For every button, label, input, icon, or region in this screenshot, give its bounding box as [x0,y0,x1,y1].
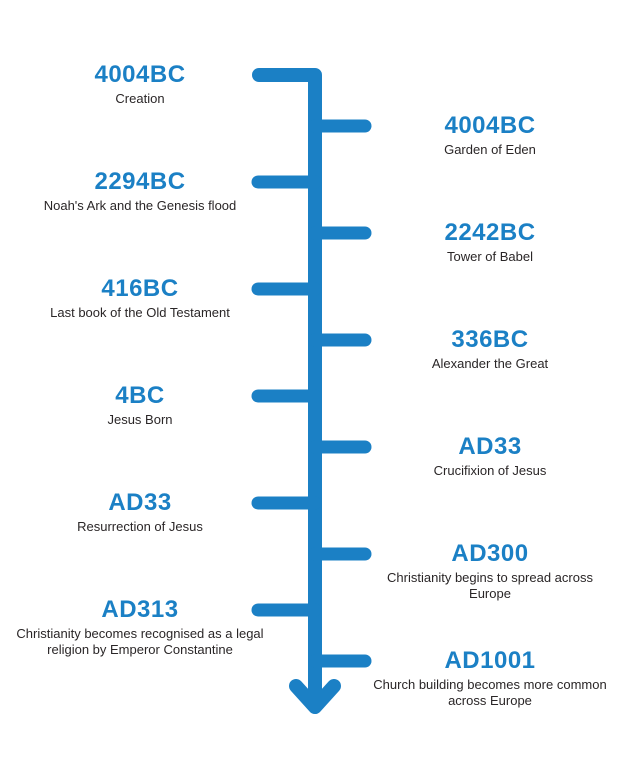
timeline-event: AD313 Christianity becomes recognised as… [15,597,265,658]
event-label: Jesus Born [107,412,173,427]
event-year: 4BC [115,382,165,409]
timeline-event: 416BC Last book of the Old Testament [15,276,265,321]
event-label: Crucifixion of Jesus [433,463,547,478]
event-year: AD1001 [444,647,536,674]
event-label: Christianity begins to spread across Eur… [387,570,593,601]
timeline-event: 4004BC Creation [15,62,265,107]
timeline-event: AD300 Christianity begins to spread acro… [370,541,610,602]
timeline-event: AD1001 Church building becomes more comm… [370,648,610,709]
timeline-event: 336BC Alexander the Great [370,327,610,372]
arrow-down-icon [289,679,341,714]
event-year: AD300 [451,540,529,567]
event-label: Resurrection of Jesus [77,519,203,534]
event-year: AD33 [458,433,522,460]
timeline-event: 2294BC Noah's Ark and the Genesis flood [15,169,265,214]
event-label: Creation [115,91,165,106]
timeline-trunk [252,68,322,704]
event-label: Last book of the Old Testament [50,305,230,320]
event-label: Church building becomes more common acro… [373,677,607,708]
timeline-event: AD33 Crucifixion of Jesus [370,434,610,479]
event-label: Garden of Eden [444,142,536,157]
timeline-event: 4004BC Garden of Eden [370,113,610,158]
event-year: 416BC [101,275,179,302]
timeline-event: 4BC Jesus Born [15,383,265,428]
event-year: 4004BC [444,112,536,139]
event-year: 2294BC [94,168,186,195]
event-year: 2242BC [444,219,536,246]
event-year: AD33 [108,489,172,516]
event-year: 4004BC [94,61,186,88]
event-year: AD313 [101,596,179,623]
event-year: 336BC [451,326,529,353]
timeline-event: AD33 Resurrection of Jesus [15,490,265,535]
event-label: Christianity becomes recognised as a leg… [16,626,264,657]
event-label: Alexander the Great [431,356,549,371]
event-label: Tower of Babel [447,249,533,264]
event-label: Noah's Ark and the Genesis flood [43,198,237,213]
timeline-event: 2242BC Tower of Babel [370,220,610,265]
